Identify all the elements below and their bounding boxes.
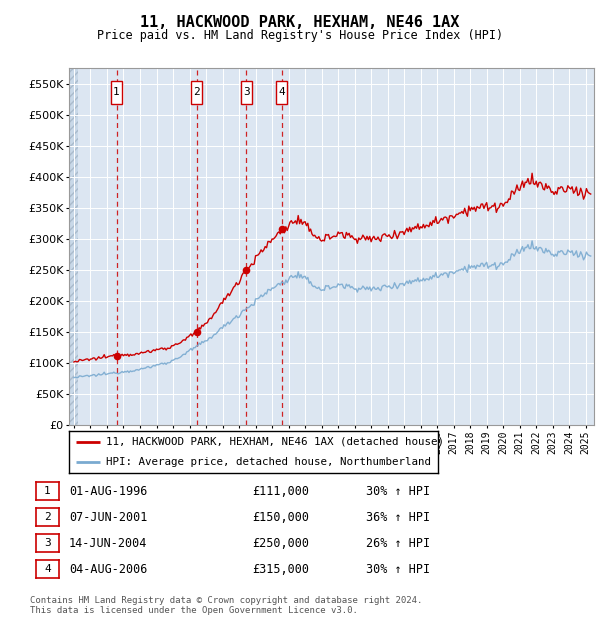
Text: 4: 4 — [44, 564, 51, 574]
FancyBboxPatch shape — [276, 81, 287, 104]
FancyBboxPatch shape — [111, 81, 122, 104]
Bar — [78, 68, 293, 425]
Text: 26% ↑ HPI: 26% ↑ HPI — [366, 538, 430, 550]
Text: 36% ↑ HPI: 36% ↑ HPI — [366, 512, 430, 524]
Text: HPI: Average price, detached house, Northumberland: HPI: Average price, detached house, Nort… — [106, 457, 431, 467]
Text: £150,000: £150,000 — [252, 512, 309, 524]
FancyBboxPatch shape — [191, 81, 202, 104]
Text: 01-AUG-1996: 01-AUG-1996 — [69, 485, 148, 498]
Text: £315,000: £315,000 — [252, 564, 309, 576]
Text: Contains HM Land Registry data © Crown copyright and database right 2024.
This d: Contains HM Land Registry data © Crown c… — [30, 596, 422, 615]
Text: 2: 2 — [44, 512, 51, 522]
Text: £111,000: £111,000 — [252, 485, 309, 498]
Text: 1: 1 — [44, 486, 51, 496]
Text: 3: 3 — [243, 87, 250, 97]
Text: 30% ↑ HPI: 30% ↑ HPI — [366, 485, 430, 498]
Text: 07-JUN-2001: 07-JUN-2001 — [69, 512, 148, 524]
Text: £250,000: £250,000 — [252, 538, 309, 550]
Text: 11, HACKWOOD PARK, HEXHAM, NE46 1AX (detached house): 11, HACKWOOD PARK, HEXHAM, NE46 1AX (det… — [106, 437, 444, 447]
Text: 4: 4 — [278, 87, 285, 97]
FancyBboxPatch shape — [241, 81, 252, 104]
Bar — [69, 68, 78, 425]
Text: Price paid vs. HM Land Registry's House Price Index (HPI): Price paid vs. HM Land Registry's House … — [97, 30, 503, 42]
Text: 30% ↑ HPI: 30% ↑ HPI — [366, 564, 430, 576]
Text: 1: 1 — [113, 87, 120, 97]
Text: 04-AUG-2006: 04-AUG-2006 — [69, 564, 148, 576]
Text: 3: 3 — [44, 538, 51, 548]
Text: 2: 2 — [193, 87, 200, 97]
Text: 14-JUN-2004: 14-JUN-2004 — [69, 538, 148, 550]
Text: 11, HACKWOOD PARK, HEXHAM, NE46 1AX: 11, HACKWOOD PARK, HEXHAM, NE46 1AX — [140, 16, 460, 30]
